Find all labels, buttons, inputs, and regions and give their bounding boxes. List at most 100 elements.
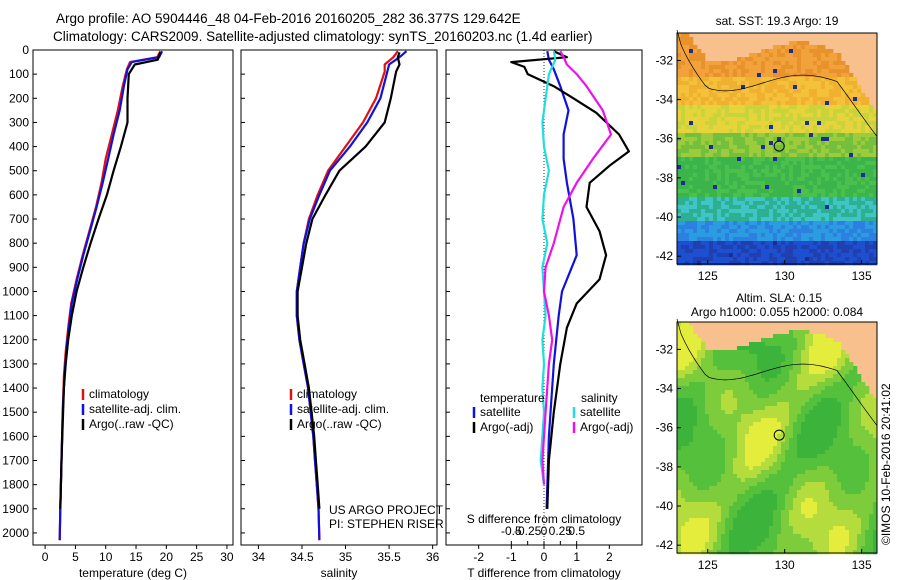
ocean-cell — [769, 185, 774, 190]
ocean-cell — [733, 197, 738, 202]
ocean-cell — [833, 209, 838, 214]
ocean-cell — [709, 197, 714, 202]
ocean-cell — [749, 197, 754, 202]
ocean-cell — [821, 382, 826, 387]
ocean-cell — [713, 526, 718, 531]
ocean-cell — [781, 386, 786, 391]
ocean-cell — [817, 197, 822, 202]
ocean-cell — [865, 197, 870, 202]
ocean-cell — [693, 261, 698, 266]
ocean-cell — [757, 173, 762, 178]
ocean-cell — [829, 61, 834, 66]
ocean-cell — [841, 153, 846, 158]
ocean-cell — [697, 97, 702, 102]
ocean-cell — [853, 201, 858, 206]
ocean-cell — [745, 458, 750, 463]
ocean-cell — [801, 342, 806, 347]
ocean-cell — [765, 350, 770, 355]
ocean-cell — [701, 442, 706, 447]
ocean-cell — [717, 530, 722, 535]
ocean-cell — [845, 85, 850, 90]
ocean-cell — [785, 542, 790, 547]
ocean-cell — [809, 149, 814, 154]
ocean-cell — [789, 65, 794, 70]
y-tick-label: 0 — [22, 43, 29, 57]
ocean-cell — [733, 245, 738, 250]
ocean-cell — [693, 53, 698, 58]
ocean-cell — [737, 257, 742, 262]
ocean-cell — [813, 502, 818, 507]
ocean-cell — [681, 225, 686, 230]
ocean-cell — [749, 253, 754, 258]
ocean-cell — [681, 77, 686, 82]
ocean-cell — [757, 538, 762, 543]
ocean-cell — [729, 173, 734, 178]
ocean-cell — [797, 261, 802, 266]
ocean-cell — [677, 522, 682, 527]
ocean-cell — [773, 350, 778, 355]
ocean-cell — [761, 438, 766, 443]
ocean-cell — [693, 498, 698, 503]
ocean-cell — [741, 410, 746, 415]
ocean-cell — [721, 462, 726, 467]
ocean-cell — [689, 49, 694, 54]
ocean-cell — [733, 209, 738, 214]
ocean-cell — [853, 225, 858, 230]
ocean-cell — [773, 418, 778, 423]
ocean-cell — [781, 490, 786, 495]
ocean-cell — [805, 462, 810, 467]
ocean-cell — [693, 346, 698, 351]
ocean-cell — [785, 402, 790, 407]
ocean-cell — [869, 253, 874, 258]
ocean-cell — [785, 434, 790, 439]
ocean-cell — [777, 153, 782, 158]
ocean-cell — [769, 530, 774, 535]
ocean-cell — [677, 494, 682, 499]
ocean-cell — [817, 514, 822, 519]
ocean-cell — [745, 510, 750, 515]
ocean-cell — [857, 201, 862, 206]
ocean-cell — [753, 109, 758, 114]
ocean-cell — [829, 181, 834, 186]
ocean-cell — [869, 177, 874, 182]
ocean-cell — [725, 173, 730, 178]
ocean-cell — [821, 514, 826, 519]
ocean-cell — [793, 522, 798, 527]
ocean-cell — [713, 125, 718, 130]
ocean-cell — [817, 366, 822, 371]
ocean-cell — [785, 69, 790, 74]
ocean-cell — [709, 213, 714, 218]
ocean-cell — [785, 378, 790, 383]
ocean-cell — [709, 506, 714, 511]
ocean-cell — [849, 145, 854, 150]
ocean-cell — [785, 526, 790, 531]
ocean-cell — [789, 330, 794, 335]
ocean-cell — [765, 434, 770, 439]
ocean-cell — [789, 346, 794, 351]
ocean-cell — [817, 201, 822, 206]
ocean-cell — [829, 249, 834, 254]
ocean-cell — [753, 466, 758, 471]
ocean-cell — [737, 422, 742, 427]
ocean-cell — [721, 97, 726, 102]
ocean-cell — [781, 398, 786, 403]
ocean-cell — [697, 546, 702, 551]
ocean-cell — [693, 374, 698, 379]
ocean-cell — [701, 185, 706, 190]
ocean-cell — [801, 490, 806, 495]
ocean-cell — [757, 249, 762, 254]
ocean-cell — [701, 193, 706, 198]
ocean-cell — [817, 117, 822, 122]
ocean-cell — [741, 257, 746, 262]
ocean-cell — [685, 490, 690, 495]
ocean-cell — [873, 133, 878, 138]
ocean-cell — [721, 454, 726, 459]
ocean-cell — [681, 530, 686, 535]
ocean-cell — [793, 141, 798, 146]
ocean-cell — [741, 486, 746, 491]
ocean-cell — [813, 241, 818, 246]
ocean-cell — [689, 177, 694, 182]
ocean-cell — [853, 169, 858, 174]
ocean-cell — [697, 362, 702, 367]
ocean-cell — [797, 225, 802, 230]
